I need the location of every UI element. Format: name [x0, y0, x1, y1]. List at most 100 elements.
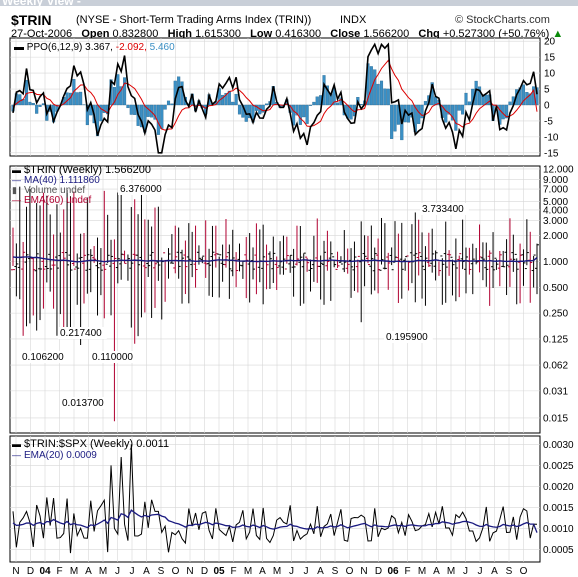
- ppo-histogram-bar: [231, 101, 235, 106]
- ppo-histogram-bar: [79, 91, 83, 106]
- trin-annotation-box: [420, 203, 469, 215]
- ppo-histogram-bar: [450, 104, 455, 121]
- close-value: 1.566200: [363, 28, 410, 40]
- x-tick-label: J: [115, 566, 120, 577]
- ppo-histogram-bar: [386, 88, 390, 106]
- ppo-histogram-bar: [160, 104, 164, 129]
- x-tick-label: N: [186, 566, 193, 577]
- x-tick-label: F: [404, 566, 410, 577]
- ppo-histogram-bar: [521, 84, 526, 106]
- ppo-histogram-bar: [444, 104, 448, 123]
- exchange: INDX: [340, 14, 367, 26]
- trin-y-tick: 4.000: [543, 205, 568, 216]
- trin-annotation: 6.376000: [118, 183, 167, 195]
- x-tick-label: J: [130, 566, 135, 577]
- ppo-histogram-bar: [292, 104, 296, 126]
- ppo-histogram-bar: [18, 94, 22, 106]
- trin-annotation-box: [118, 183, 167, 195]
- x-tick-label: S: [158, 566, 165, 577]
- ppo-histogram-bar: [119, 86, 123, 106]
- trin-annotation-label: 0.110000: [92, 352, 133, 363]
- ratio-y-tick: 0.0020: [543, 482, 574, 493]
- high-value: 1.615300: [195, 28, 241, 40]
- trin-y-tick: 1.000: [543, 257, 568, 268]
- ratio-y-tick: 0.0005: [543, 545, 574, 556]
- trin-y-tick: 0.015: [543, 413, 568, 424]
- x-tick-label: O: [520, 566, 528, 577]
- trin-annotation-box: [60, 397, 109, 409]
- trin-annotation-box: [20, 351, 69, 363]
- ppo-histogram-bar: [390, 104, 394, 139]
- x-tick-label: N: [360, 566, 367, 577]
- up-arrow-icon: ▲: [552, 28, 564, 40]
- ppo-histogram-bar: [166, 100, 171, 106]
- symbol: $TRIN: [11, 12, 52, 28]
- x-tick-label: J: [463, 566, 468, 577]
- trin-y-tick: 0.125: [543, 334, 568, 345]
- x-tick-label: M: [244, 566, 252, 577]
- open-value: 0.832800: [112, 28, 159, 40]
- x-tick-label: O: [346, 566, 354, 577]
- date: 27-Oct-2006: [11, 28, 73, 40]
- x-tick-label: S: [332, 566, 339, 577]
- close-label: Close: [330, 28, 361, 40]
- ppo-histogram-bar: [484, 94, 488, 106]
- low-label: Low: [250, 28, 273, 40]
- x-tick-label: F: [230, 566, 236, 577]
- trin-annotation-label: 0.217400: [60, 328, 102, 339]
- ohlc-line: 27-Oct-2006 Open 0.832800 High 1.615300 …: [11, 28, 563, 40]
- trin-annotation-label: 0.195900: [386, 332, 428, 343]
- ppo-histogram-bar: [454, 104, 458, 131]
- ppo-histogram-bar: [535, 87, 539, 106]
- chg-label: Chg: [418, 28, 440, 40]
- trin-annotation-label: 0.106200: [22, 352, 64, 363]
- trin-annotation: 0.013700: [60, 397, 109, 409]
- x-tick-label: A: [143, 566, 150, 577]
- x-tick-label: A: [317, 566, 324, 577]
- ppo-histogram-bar: [305, 104, 309, 124]
- ppo-y-tick: 15: [544, 53, 556, 64]
- ppo-histogram-bar: [102, 104, 106, 113]
- x-tick-label: A: [259, 566, 266, 577]
- ppo-histogram-bar: [464, 92, 468, 106]
- trin-annotation-label: 0.013700: [62, 398, 104, 409]
- trin-legend-icon: —: [12, 195, 21, 205]
- trin-ma40-line: [12, 256, 538, 263]
- ppo-histogram-bar: [112, 87, 116, 106]
- ppo-histogram-bar: [163, 104, 167, 110]
- ppo-histogram-bar: [234, 93, 238, 106]
- ppo-histogram-bar: [373, 69, 377, 106]
- x-tick-label: D: [27, 566, 34, 577]
- trin-annotation-box: [58, 327, 107, 339]
- ppo-histogram-bar: [312, 101, 316, 106]
- ppo-histogram-bar: [423, 101, 427, 106]
- trin-y-tick: 3.000: [543, 216, 568, 227]
- ppo-histogram-bar: [295, 104, 299, 116]
- ppo-histogram-bar: [99, 104, 103, 122]
- ppo-histogram-bar: [31, 103, 35, 106]
- trin-legend-entry: EMA(60) undef: [24, 195, 91, 206]
- ratio-line: [12, 444, 538, 554]
- trin-annotation-box: [90, 351, 139, 363]
- ppo-histogram-bar: [335, 102, 340, 106]
- ratio-y-tick: 0.0010: [543, 524, 574, 535]
- ppo-histogram-bar: [302, 104, 306, 118]
- ppo-histogram-bar: [139, 104, 144, 128]
- trin-y-tick: 0.500: [543, 283, 568, 294]
- ppo-y-tick: -5: [544, 116, 553, 127]
- trin-annotation-box: [384, 331, 433, 343]
- x-tick-label: O: [172, 566, 180, 577]
- trin-annotation: 3.733400: [420, 203, 469, 215]
- trin-legend-icon: ▮: [12, 185, 17, 195]
- ppo-histogram-bar: [75, 92, 79, 106]
- x-tick-label: N: [12, 566, 19, 577]
- ppo-histogram-bar: [457, 104, 461, 111]
- trin-y-tick: 0.250: [543, 309, 568, 320]
- ppo-histogram-bar: [35, 104, 39, 114]
- x-tick-label: M: [273, 566, 281, 577]
- ppo-signal-line: [12, 59, 538, 131]
- trin-legend-icon: —: [12, 175, 21, 185]
- trin-annotation: 0.106200: [20, 351, 69, 363]
- trin-y-tick: 7.000: [543, 185, 568, 196]
- x-tick-label: M: [70, 566, 78, 577]
